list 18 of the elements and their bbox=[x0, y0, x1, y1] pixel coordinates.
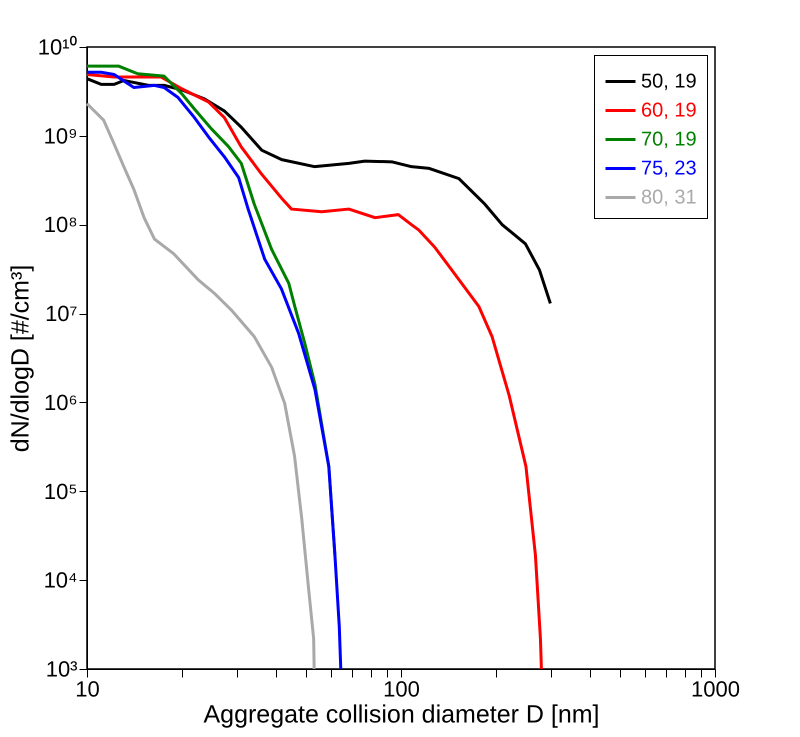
y-tick-label: 10⁴ bbox=[44, 568, 78, 593]
y-tick-label: 10⁵ bbox=[44, 478, 78, 504]
legend-label: 80, 31 bbox=[641, 186, 697, 208]
legend-label: 70, 19 bbox=[641, 128, 697, 150]
y-tick-label: 10³ bbox=[46, 656, 78, 682]
x-tick-label: 10 bbox=[75, 676, 100, 702]
y-tick-label: 10⁶ bbox=[44, 390, 78, 415]
legend-label: 60, 19 bbox=[641, 100, 697, 122]
x-tick-label: 100 bbox=[383, 676, 420, 702]
y-tick-label: 10⁹ bbox=[44, 123, 78, 148]
y-axis-title: dN/dlogD [#/cm³] bbox=[6, 264, 35, 452]
x-tick-label: 1000 bbox=[691, 676, 740, 702]
legend-label: 75, 23 bbox=[641, 158, 697, 180]
y-tick-label: 10⁷ bbox=[45, 301, 78, 326]
y-tick-label: 10⁸ bbox=[44, 212, 78, 238]
x-axis-title: Aggregate collision diameter D [nm] bbox=[203, 700, 600, 728]
y-tick-label: 10¹⁰ bbox=[38, 34, 78, 60]
legend-label: 50, 19 bbox=[641, 70, 697, 92]
